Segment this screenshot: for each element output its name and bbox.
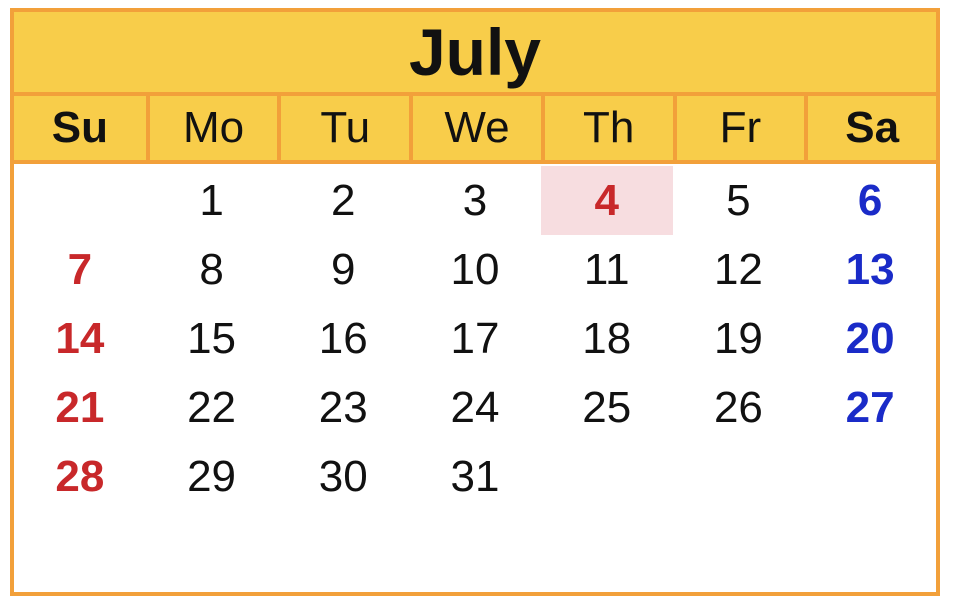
days-grid: 1 2 3 4 5 6 7 8 9 10 11 12 13 14 15 16 1…: [14, 164, 936, 511]
day-cell: 16: [318, 313, 368, 363]
day-cell: 1: [199, 175, 224, 225]
day-cell: [14, 166, 146, 235]
day-cell: [541, 442, 673, 511]
day-cell: 8: [199, 244, 224, 294]
day-cell: 28: [55, 451, 105, 501]
day-cell: 27: [845, 382, 895, 432]
month-title: July: [14, 12, 936, 96]
day-cell: 18: [582, 313, 632, 363]
day-cell: 5: [726, 175, 751, 225]
day-cell: 25: [582, 382, 632, 432]
weekday-header-row: Su Mo Tu We Th Fr Sa: [14, 96, 936, 164]
weekday-tuesday: Tu: [277, 96, 409, 160]
weekday-monday: Mo: [145, 96, 278, 160]
weekday-wednesday: We: [409, 96, 541, 160]
day-cell: [804, 442, 936, 511]
day-cell: 21: [55, 382, 105, 432]
day-cell: 6: [857, 175, 883, 225]
day-cell: 13: [845, 244, 895, 294]
day-cell: 17: [450, 313, 500, 363]
day-cell: 3: [462, 175, 488, 225]
day-cell: 20: [845, 313, 895, 363]
day-cell: 2: [331, 175, 356, 225]
day-cell: 19: [713, 313, 763, 363]
day-cell: 7: [67, 244, 93, 294]
day-cell: 31: [450, 451, 500, 501]
weekday-thursday: Th: [540, 96, 673, 160]
day-cell: 10: [450, 244, 500, 294]
day-cell: 22: [187, 382, 237, 432]
day-cell: 29: [187, 451, 237, 501]
day-cell: 9: [331, 244, 356, 294]
day-cell: 15: [187, 313, 237, 363]
day-cell: 30: [318, 451, 368, 501]
day-cell-holiday: 4: [540, 166, 673, 235]
day-cell: 26: [713, 382, 763, 432]
day-cell: 12: [713, 244, 763, 294]
day-cell: [673, 442, 805, 511]
day-cell: 11: [583, 244, 630, 294]
day-cell: 23: [318, 382, 368, 432]
weekday-sunday: Su: [51, 103, 108, 152]
month-calendar: July Su Mo Tu We Th Fr Sa 1 2 3 4 5 6 7 …: [10, 8, 940, 596]
weekday-saturday: Sa: [804, 96, 936, 160]
day-cell: 24: [450, 382, 500, 432]
weekday-friday: Fr: [672, 96, 805, 160]
day-cell: 14: [55, 313, 105, 363]
